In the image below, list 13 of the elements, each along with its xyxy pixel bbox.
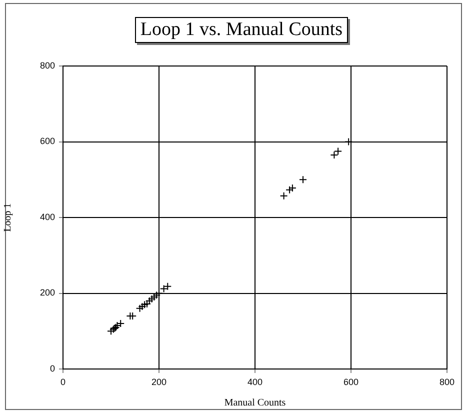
y-axis-title: Loop 1 <box>2 203 14 232</box>
x-tick-label: 0 <box>60 376 66 387</box>
y-tick-label: 0 <box>50 363 55 374</box>
chart-title: Loop 1 vs. Manual Counts <box>135 17 348 43</box>
x-tick-label: 200 <box>151 376 167 387</box>
x-tick-label: 400 <box>247 376 263 387</box>
x-tick-label: 800 <box>439 376 455 387</box>
y-tick-label: 400 <box>40 212 55 222</box>
y-tick-label: 800 <box>40 60 55 70</box>
y-tick-label: 600 <box>40 136 55 146</box>
y-tick-label: 200 <box>40 288 55 298</box>
x-axis-title: Manual Counts <box>224 398 286 409</box>
x-tick-label: 600 <box>343 376 359 387</box>
